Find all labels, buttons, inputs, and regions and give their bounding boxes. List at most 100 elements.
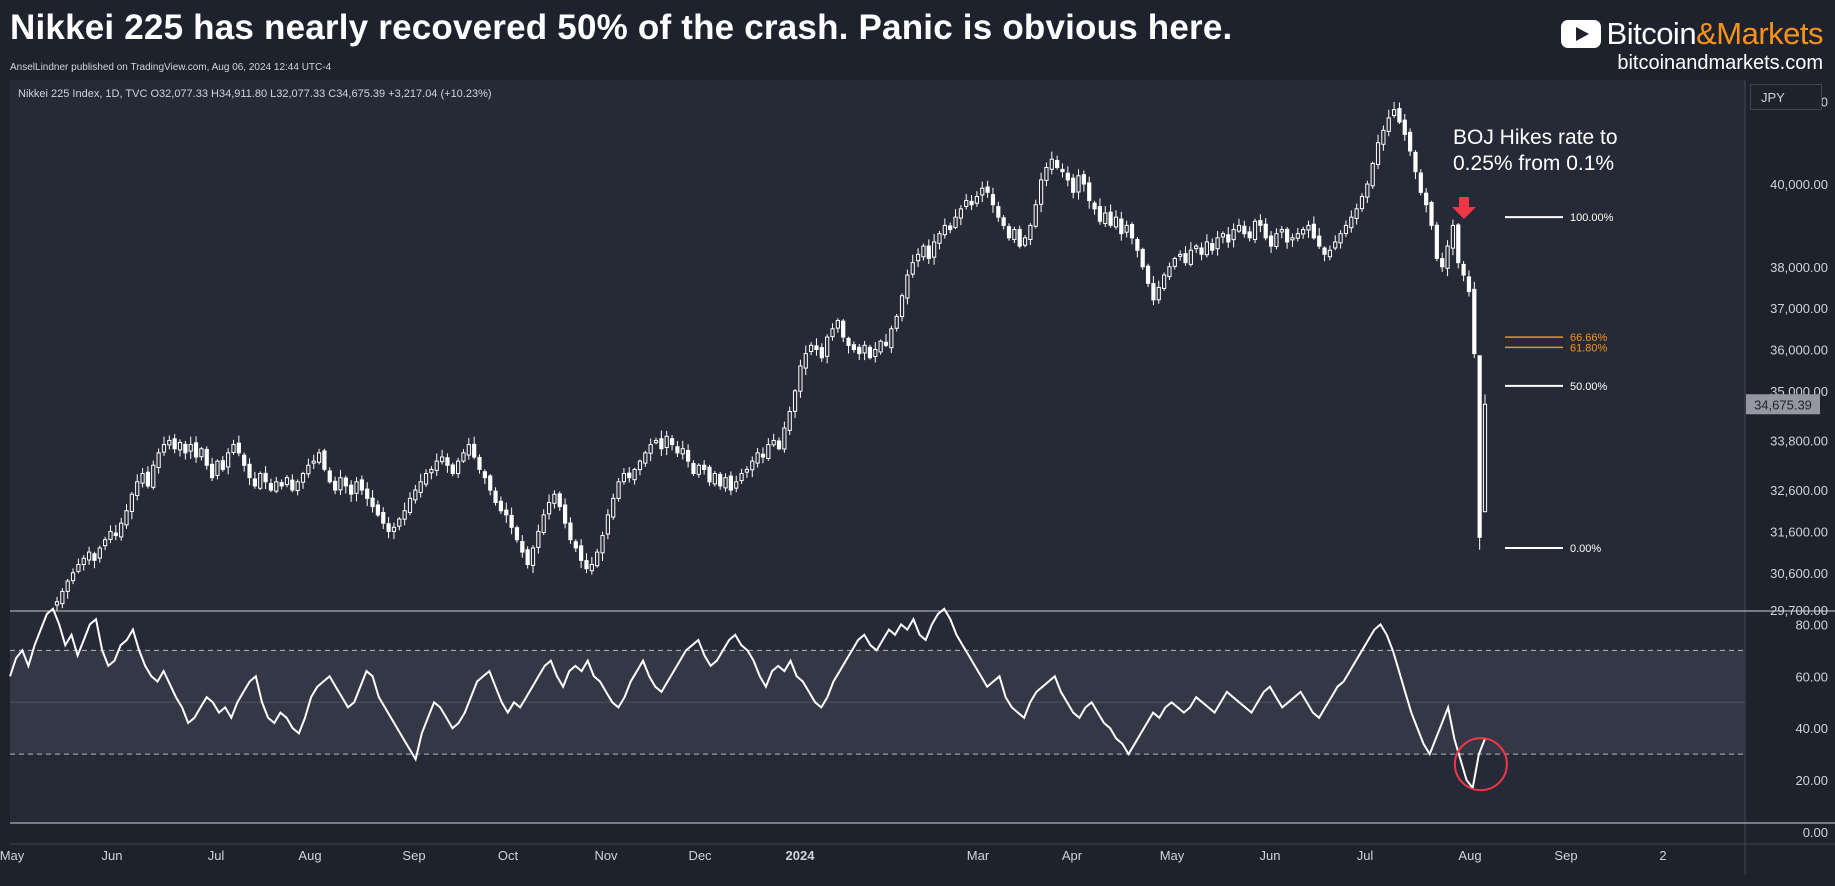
candle-body	[482, 471, 487, 479]
rsi-tick-label: 0.00	[1803, 825, 1828, 840]
price-tick-label: 32,600.00	[1770, 483, 1828, 498]
candle-body	[450, 464, 455, 475]
candle-body	[70, 572, 76, 582]
candle-body	[525, 549, 530, 566]
candle-body	[680, 448, 685, 455]
candle-body	[263, 472, 268, 483]
page-title: Nikkei 225 has nearly recovered 50% of t…	[10, 8, 1233, 47]
fib-level-label: 0.00%	[1570, 543, 1601, 555]
candle-body	[1322, 247, 1327, 255]
candle-body	[1156, 286, 1161, 301]
candle-body	[643, 452, 648, 464]
candle-body	[145, 471, 151, 487]
price-tick-label: 33,800.00	[1770, 433, 1828, 448]
candle-body	[231, 444, 236, 453]
candle-body	[1124, 224, 1129, 233]
candle-body	[985, 186, 990, 193]
candle-body	[686, 449, 691, 462]
candle-body	[873, 348, 878, 358]
candle-body	[1424, 192, 1429, 206]
candle-body	[284, 477, 290, 485]
candle-body	[648, 444, 653, 454]
candle-body	[621, 473, 627, 483]
fib-level-label: 50.00%	[1570, 381, 1608, 393]
candle-body	[375, 504, 380, 516]
candle-body	[894, 315, 899, 329]
candle-body	[942, 224, 947, 236]
candle-body	[1381, 129, 1386, 145]
candle-body	[734, 481, 739, 489]
candle-body	[632, 468, 637, 481]
time-tick-label: Sep	[402, 848, 425, 863]
candle-body	[1247, 231, 1252, 239]
candle-body	[188, 444, 193, 452]
candle-body	[1017, 229, 1022, 247]
candle-body	[1477, 355, 1482, 538]
candle-body	[1418, 172, 1423, 193]
candle-body	[771, 439, 776, 446]
candle-body	[953, 216, 958, 228]
candle-body	[129, 493, 134, 512]
candle-body	[1263, 223, 1268, 239]
candle-body	[541, 514, 546, 534]
candle-body	[1033, 204, 1038, 227]
candle-body	[183, 443, 188, 454]
candle-body	[1119, 218, 1124, 235]
candle-body	[905, 274, 910, 299]
candle-body	[1242, 225, 1247, 235]
time-tick-label: Nov	[594, 848, 618, 863]
candle-body	[1301, 229, 1306, 235]
candle-body	[252, 478, 257, 487]
candle-body	[857, 346, 862, 355]
candle-body	[1317, 235, 1322, 247]
candle-body	[1167, 266, 1172, 278]
candle-body	[1065, 172, 1070, 181]
candle-body	[488, 475, 493, 491]
candle-body	[573, 541, 578, 549]
candle-body	[1391, 109, 1397, 117]
currency-button[interactable]: JPY	[1750, 84, 1822, 110]
candle-body	[103, 539, 108, 547]
candle-body	[504, 509, 509, 516]
candle-body	[108, 530, 113, 540]
candle-body	[889, 328, 894, 349]
time-tick-label: Jun	[102, 848, 123, 863]
candle-body	[723, 477, 728, 489]
time-tick-label: Jun	[1260, 848, 1281, 863]
price-tick-label: 40,000.00	[1770, 177, 1828, 192]
candle-body	[1440, 258, 1445, 268]
candle-body	[1402, 119, 1407, 135]
candle-body	[156, 452, 161, 469]
candle-body	[1204, 241, 1209, 256]
time-tick-label: Sep	[1554, 848, 1577, 863]
candle-body	[637, 460, 643, 471]
candle-body	[1408, 131, 1413, 152]
candle-body	[1188, 249, 1193, 265]
candle-body	[242, 454, 247, 466]
candle-body	[466, 444, 471, 456]
candle-body	[1178, 253, 1183, 257]
candle-body	[557, 493, 562, 508]
time-tick-label: May	[1160, 848, 1185, 863]
candle-body	[1236, 224, 1242, 232]
website-label: bitcoinandmarkets.com	[1617, 52, 1823, 74]
candle-body	[996, 206, 1001, 218]
candle-body	[381, 512, 386, 524]
candle-body	[236, 442, 241, 454]
candle-body	[595, 551, 600, 567]
candle-body	[1129, 224, 1135, 239]
candle-body	[1268, 235, 1274, 247]
candle-body	[600, 535, 605, 554]
candle-body	[1215, 237, 1220, 250]
time-tick-label: Aug	[298, 848, 321, 863]
candle-body	[520, 541, 525, 553]
candle-body	[247, 463, 252, 479]
candle-body	[1466, 276, 1472, 293]
candle-body	[445, 457, 450, 466]
last-price-label: 34,675.39	[1754, 397, 1812, 412]
candle-body	[552, 493, 557, 504]
candle-body	[1306, 224, 1311, 231]
candle-body	[349, 484, 354, 495]
candle-body	[974, 195, 980, 204]
